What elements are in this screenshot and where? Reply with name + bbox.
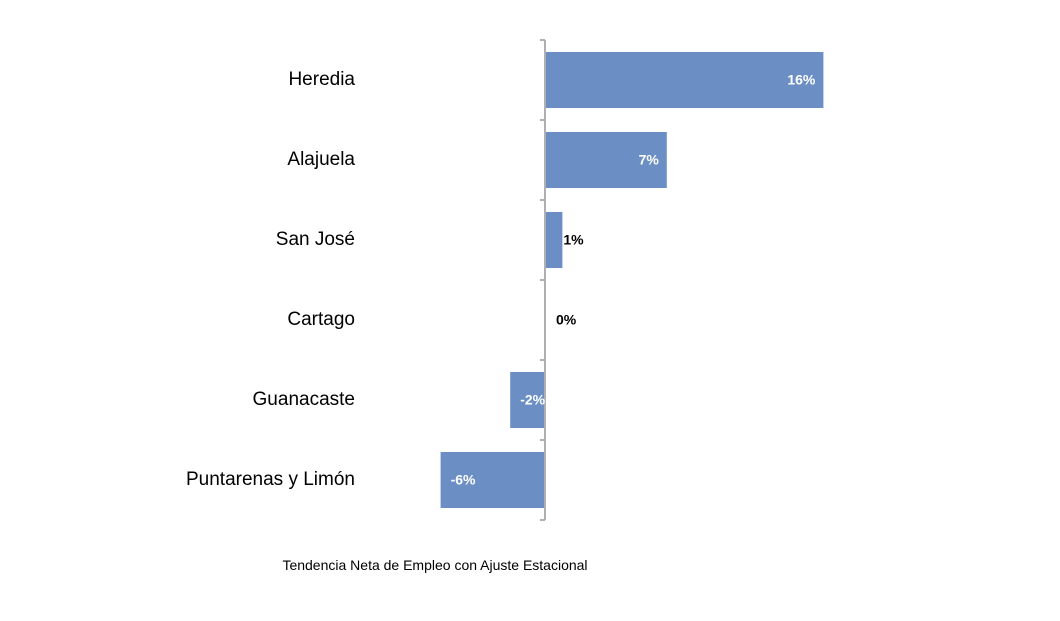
x-axis-title: Tendencia Neta de Empleo con Ajuste Esta…: [282, 557, 587, 573]
data-label: 0%: [556, 312, 577, 328]
labels-layer: Heredia 16% Alajuela 7% San José 1% Cartago 0% G…: [186, 69, 816, 490]
category-label: Alajuela: [287, 149, 355, 170]
category-label: Cartago: [287, 309, 355, 330]
category-label: San José: [276, 229, 355, 250]
category-axis: [540, 39, 546, 521]
bar: [440, 452, 545, 508]
bar: [510, 372, 545, 428]
data-label: 7%: [639, 152, 660, 168]
bar: [545, 212, 563, 268]
bar: [545, 132, 667, 188]
data-label: -2%: [520, 392, 545, 408]
data-label: 16%: [787, 72, 816, 88]
bar: [545, 52, 824, 108]
data-label: 1%: [563, 232, 584, 248]
category-label: Puntarenas y Limón: [186, 469, 355, 490]
data-label: -6%: [451, 472, 476, 488]
bars-layer: [440, 52, 824, 508]
category-label: Heredia: [288, 69, 355, 90]
category-label: Guanacaste: [253, 389, 355, 410]
